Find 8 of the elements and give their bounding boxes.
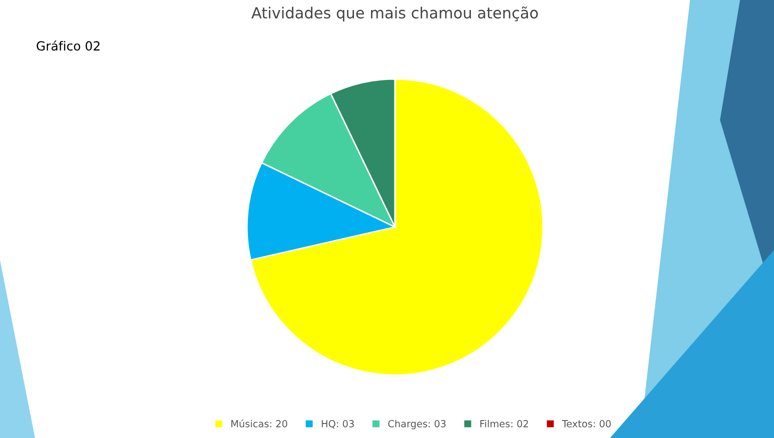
legend-label: HQ: 03	[322, 420, 354, 428]
legend-label: Charges: 03	[388, 420, 446, 430]
legend-label: Textos: 00	[562, 420, 611, 428]
text: Gráfico 02	[36, 40, 100, 51]
legend-label: Filmes: 02	[480, 420, 528, 428]
legend-label: Músicas: 20	[231, 419, 288, 428]
chart-title: Atividades que mais chamou atenção	[251, 6, 538, 22]
pie-slice	[250, 78, 544, 376]
